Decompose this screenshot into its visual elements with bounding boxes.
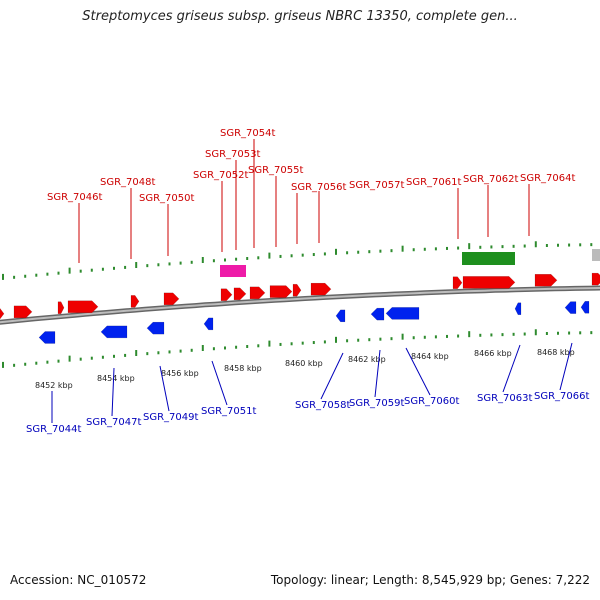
scale-label-8452-kbp: 8452 kbp — [35, 381, 73, 390]
reverse-gene-arrow — [100, 325, 128, 339]
bottom-leader-line — [405, 347, 431, 396]
reverse-gene-arrow — [370, 307, 385, 321]
forward-gene-arrow — [13, 305, 33, 319]
top-label-sgr_7061t: SGR_7061t — [406, 177, 461, 188]
top-label-sgr_7056t: SGR_7056t — [291, 182, 346, 193]
bottom-label-sgr_7059t: SGR_7059t — [349, 398, 404, 409]
bottom-leader-line — [374, 349, 381, 398]
top-label-sgr_7050t: SGR_7050t — [139, 193, 194, 204]
bottom-leader-line — [111, 367, 115, 417]
bottom-label-sgr_7058t: SGR_7058t — [295, 400, 350, 411]
reverse-gene-arrow — [38, 331, 56, 344]
forward-gene-arrow — [57, 301, 65, 314]
reverse-gene-arrow — [580, 301, 590, 314]
rrna-feature — [220, 265, 246, 277]
scale-label-8456-kbp: 8456 kbp — [161, 369, 199, 378]
bottom-label-sgr_7044t: SGR_7044t — [26, 424, 81, 435]
accession-text: Accession: NC_010572 — [10, 573, 147, 587]
bottom-leader-line — [211, 360, 228, 406]
scale-label-8460-kbp: 8460 kbp — [285, 359, 323, 368]
forward-gene-arrow — [220, 288, 233, 301]
map-title: Streptomyces griseus subsp. griseus NBRC… — [82, 9, 518, 24]
scale-label-8458-kbp: 8458 kbp — [224, 364, 262, 373]
scale-label-8462-kbp: 8462 kbp — [348, 355, 386, 364]
bottom-label-sgr_7049t: SGR_7049t — [143, 412, 198, 423]
bottom-label-sgr_7051t: SGR_7051t — [201, 406, 256, 417]
top-label-sgr_7048t: SGR_7048t — [100, 177, 155, 188]
reverse-gene-arrow — [203, 317, 214, 331]
scale-label-8466-kbp: 8466 kbp — [474, 349, 512, 358]
top-label-sgr_7064t: SGR_7064t — [520, 173, 575, 184]
reverse-gene-arrow — [564, 301, 577, 314]
bottom-label-sgr_7060t: SGR_7060t — [404, 396, 459, 407]
forward-gene-arrow — [249, 286, 266, 300]
forward-gene-arrow — [534, 274, 558, 287]
forward-gene-arrow — [292, 283, 302, 297]
bottom-leader-line — [559, 342, 573, 391]
forward-gene-arrow — [0, 307, 5, 320]
top-label-sgr_7052t: SGR_7052t — [193, 170, 248, 181]
top-label-sgr_7046t: SGR_7046t — [47, 192, 102, 203]
forward-gene-arrow — [269, 285, 293, 298]
bottom-label-sgr_7066t: SGR_7066t — [534, 391, 589, 402]
bottom-label-sgr_7047t: SGR_7047t — [86, 417, 141, 428]
top-label-sgr_7055t: SGR_7055t — [248, 165, 303, 176]
bottom-leader-line — [502, 344, 521, 393]
forward-gene-arrow — [67, 300, 99, 314]
top-label-sgr_7057t: SGR_7057t — [349, 180, 404, 191]
forward-gene-arrow — [233, 287, 247, 301]
top-label-sgr_7053t: SGR_7053t — [205, 149, 260, 160]
reverse-gene-arrow — [514, 302, 522, 316]
green-feature — [462, 252, 515, 265]
top-label-sgr_7054t: SGR_7054t — [220, 128, 275, 139]
topology-text: Topology: linear; Length: 8,545,929 bp; … — [270, 573, 590, 587]
top-label-sgr_7062t: SGR_7062t — [463, 174, 518, 185]
reverse-gene-arrow — [146, 321, 165, 335]
forward-gene-arrow — [462, 276, 516, 289]
forward-gene-arrow — [130, 295, 140, 308]
reverse-gene-arrow — [335, 309, 346, 323]
reverse-gene-arrow — [385, 307, 420, 320]
scale-label-8468-kbp: 8468 kbp — [537, 348, 575, 357]
scale-label-8454-kbp: 8454 kbp — [97, 374, 135, 383]
forward-gene-arrow — [310, 282, 332, 296]
forward-gene-arrow — [591, 272, 600, 286]
backbone-line — [0, 286, 600, 324]
bottom-leader-line — [320, 352, 344, 400]
bottom-leader-line — [159, 365, 170, 412]
forward-gene-arrow — [452, 276, 463, 289]
scale-label-8464-kbp: 8464 kbp — [411, 352, 449, 361]
bottom-label-sgr_7063t: SGR_7063t — [477, 393, 532, 404]
gray-feature — [592, 249, 600, 261]
forward-gene-arrow — [163, 292, 180, 306]
